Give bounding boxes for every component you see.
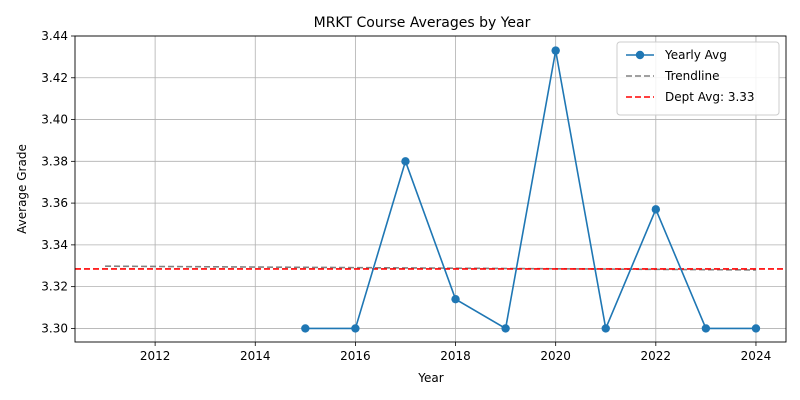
yearly-avg-point bbox=[601, 324, 610, 333]
legend: Yearly Avg Trendline Dept Avg: 3.33 bbox=[616, 41, 780, 116]
x-tick-label: 2022 bbox=[641, 349, 672, 363]
legend-marker-yearly-avg bbox=[635, 50, 645, 60]
yearly-avg-point bbox=[451, 294, 460, 304]
plot-frame bbox=[74, 35, 787, 343]
yearly-avg-point bbox=[551, 46, 560, 55]
yearly-avg-point bbox=[501, 324, 510, 333]
y-tick-label: 3.34 bbox=[41, 238, 68, 252]
yearly-avg-point bbox=[751, 324, 761, 333]
y-tick-label: 3.30 bbox=[41, 321, 68, 335]
legend-box bbox=[616, 41, 780, 116]
x-tick-label: 2014 bbox=[240, 349, 271, 363]
legend-label: Yearly Avg bbox=[664, 48, 727, 62]
x-tick-label: 2016 bbox=[340, 349, 371, 363]
chart-title: MRKT Course Averages by Year bbox=[314, 15, 531, 31]
y-axis-label: Average Grade bbox=[15, 144, 29, 234]
yearly-avg-point bbox=[401, 157, 410, 166]
x-tick-label: 2018 bbox=[440, 349, 471, 363]
legend-label: Dept Avg: 3.33 bbox=[665, 90, 755, 104]
yearly-avg-line bbox=[305, 50, 756, 332]
yearly-avg-point bbox=[351, 324, 360, 333]
yearly-avg-point bbox=[301, 324, 310, 333]
y-tick-label: 3.40 bbox=[41, 113, 68, 127]
legend-label: Trendline bbox=[664, 69, 720, 83]
x-axis-label: Year bbox=[417, 371, 443, 385]
y-tick-label: 3.42 bbox=[41, 71, 68, 85]
yearly-avg-point bbox=[701, 324, 711, 333]
y-tick-label: 3.38 bbox=[41, 154, 68, 168]
x-tick-label: 2020 bbox=[540, 349, 571, 363]
x-tick-label: 2024 bbox=[741, 349, 772, 363]
y-tick-label: 3.44 bbox=[41, 29, 68, 43]
yearly-avg-point bbox=[651, 205, 661, 214]
y-tick-label: 3.36 bbox=[41, 196, 68, 210]
plot-area: 2012 2014 2016 2018 2020 2022 2024 3.30 3.32 3.34… bbox=[41, 29, 787, 363]
y-tick-label: 3.32 bbox=[41, 280, 68, 294]
x-tick-label: 2012 bbox=[140, 349, 171, 363]
